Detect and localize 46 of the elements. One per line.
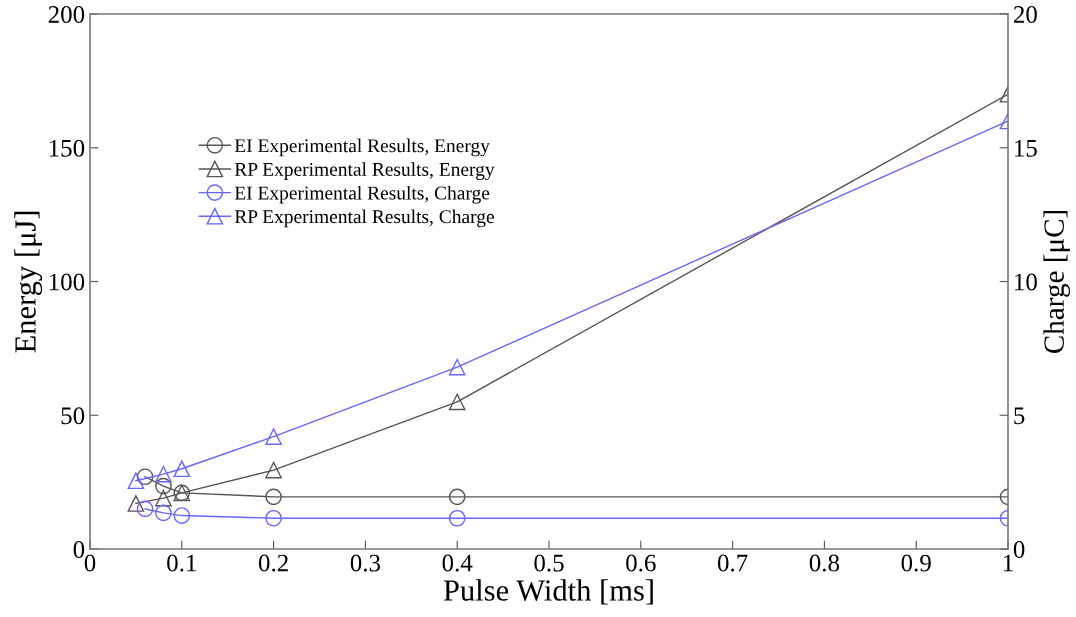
x-tick-label: 0.3 — [350, 554, 381, 572]
point — [127, 472, 145, 490]
legend-label: RP Experimental Results, Energy — [234, 162, 495, 180]
point — [136, 468, 154, 486]
y2-tick-label: 0 — [1013, 541, 1025, 558]
y2-axis-title: Charge [μC] — [1043, 210, 1070, 354]
point — [265, 428, 282, 445]
point — [155, 465, 172, 483]
y2-tick-label: 5 — [1014, 407, 1025, 425]
x-tick-label: 0 — [84, 554, 96, 572]
point — [448, 393, 466, 411]
point — [173, 460, 191, 478]
point — [155, 477, 172, 495]
x-tick-label: 0.2 — [258, 554, 288, 572]
y-tick-label: 150 — [49, 139, 85, 157]
x-axis-title: Pulse Width [ms] — [443, 579, 653, 605]
y-tick-label: 100 — [49, 273, 85, 291]
x-tick-label: 0.6 — [626, 554, 656, 572]
x-tick-label: 1 — [1003, 554, 1013, 572]
point — [173, 507, 191, 524]
point — [265, 488, 282, 506]
legend-label: RP Experimental Results, Charge — [234, 209, 494, 228]
x-tick-label: 0.7 — [717, 554, 748, 572]
point — [265, 509, 282, 527]
x-tick-label: 0.1 — [167, 554, 196, 572]
x-tick-label: 0.4 — [442, 554, 473, 572]
point — [155, 504, 172, 522]
point — [265, 461, 282, 479]
y2-tick-label: 20 — [1013, 6, 1037, 23]
x-tick-label: 0.9 — [901, 554, 931, 572]
legend-label: EI Experimental Results, Energy — [234, 138, 490, 157]
y2-tick-label: 15 — [1015, 139, 1037, 157]
point — [448, 509, 466, 527]
legend-label: EI Experimental Results, Charge — [234, 185, 490, 204]
x-tick-label: 0.5 — [534, 554, 564, 572]
point — [155, 489, 172, 507]
y-tick-label: 50 — [61, 407, 85, 425]
point — [136, 500, 154, 518]
y2-tick-label: 10 — [1015, 273, 1037, 291]
x-tick-label: 0.8 — [809, 554, 840, 572]
y-tick-label: 0 — [73, 541, 85, 558]
y-axis-title: Energy [μJ] — [14, 211, 43, 353]
point — [448, 488, 466, 506]
y-tick-label: 200 — [48, 6, 85, 23]
point — [448, 358, 466, 376]
point — [127, 495, 145, 512]
